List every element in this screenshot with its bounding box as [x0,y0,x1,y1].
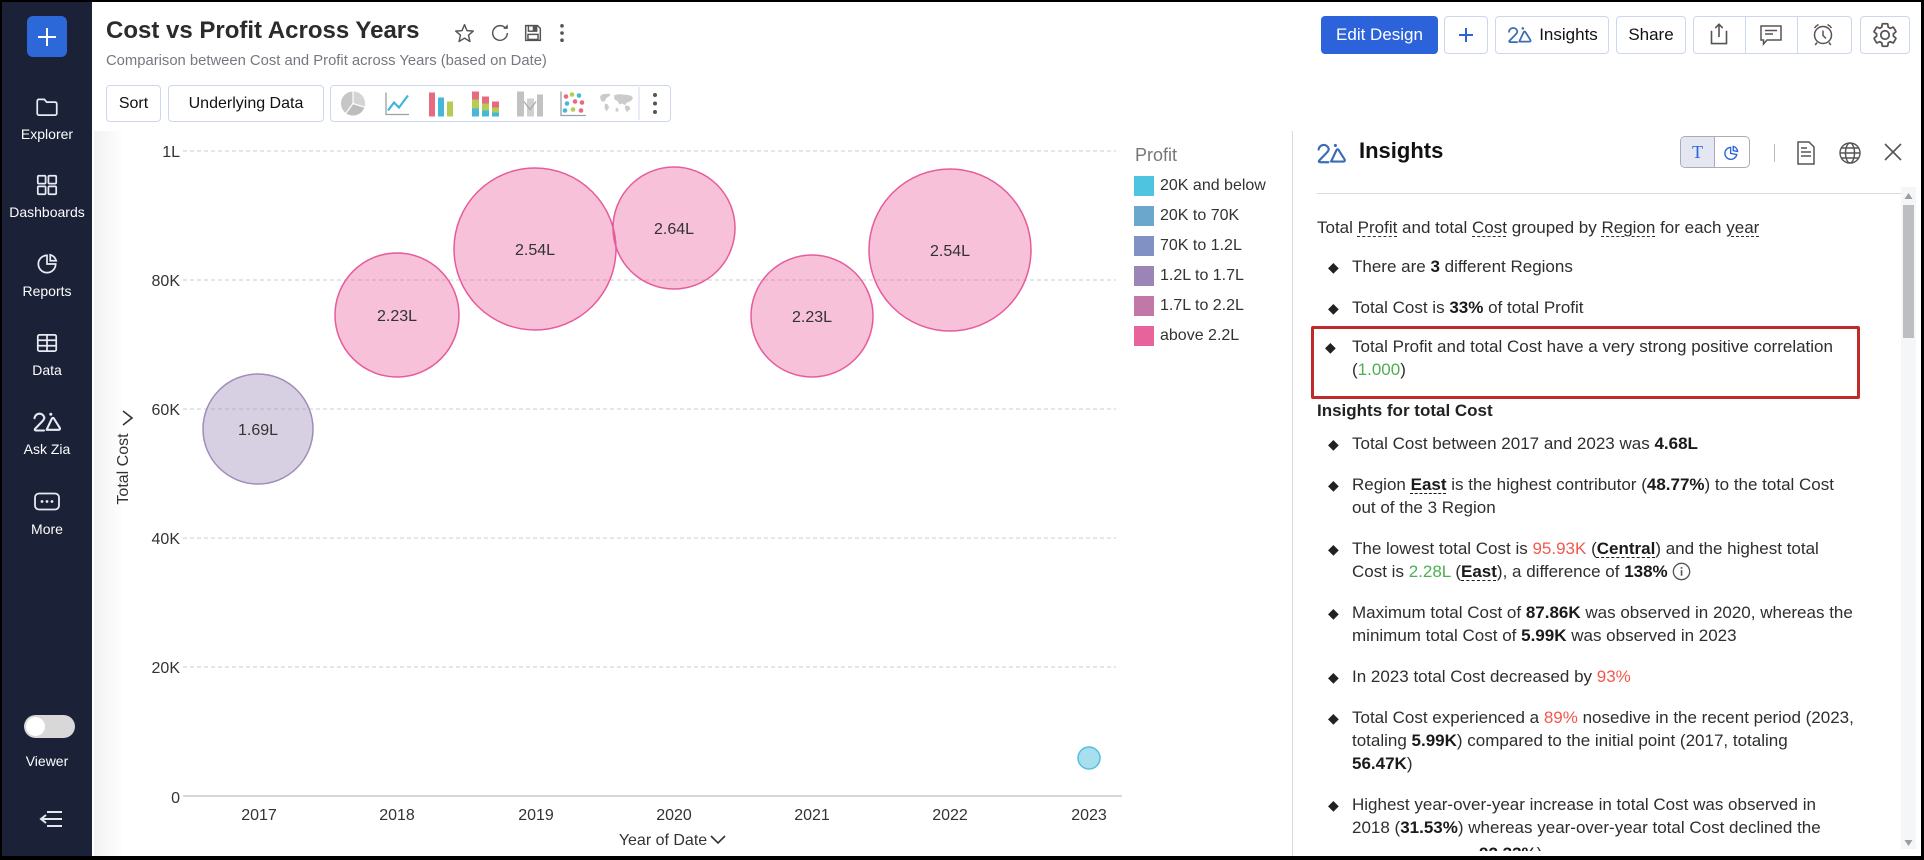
svg-text:40K: 40K [152,531,181,548]
svg-text:2018: 2018 [379,807,415,824]
svg-text:0: 0 [171,790,180,807]
svg-text:20K: 20K [152,660,181,677]
svg-text:2021: 2021 [794,807,830,824]
svg-text:2020: 2020 [656,807,692,824]
svg-text:2019: 2019 [518,807,554,824]
svg-text:2023: 2023 [1071,807,1107,824]
svg-text:60K: 60K [152,402,181,419]
svg-text:2.64L: 2.64L [654,221,694,238]
svg-text:2.23L: 2.23L [377,308,417,325]
svg-text:2.54L: 2.54L [930,243,970,260]
svg-text:2.54L: 2.54L [515,242,555,259]
svg-text:1L: 1L [162,144,180,161]
svg-text:Total Cost: Total Cost [115,433,132,505]
svg-text:2.23L: 2.23L [792,309,832,326]
svg-text:80K: 80K [152,273,181,290]
svg-text:2017: 2017 [241,807,277,824]
svg-text:1.69L: 1.69L [238,422,278,439]
svg-text:Year of Date: Year of Date [619,832,707,849]
svg-text:2022: 2022 [932,807,968,824]
